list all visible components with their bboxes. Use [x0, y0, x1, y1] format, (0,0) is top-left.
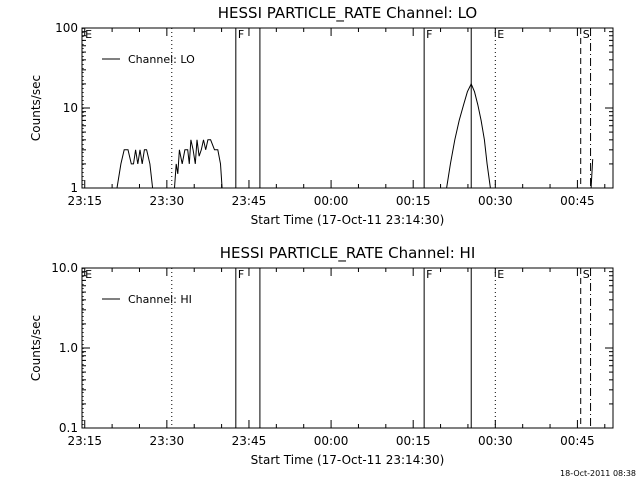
x-tick-label: 23:45	[232, 434, 267, 448]
x-axis-label: Start Time (17-Oct-11 23:14:30)	[251, 453, 445, 467]
y-tick-label: 10	[63, 101, 78, 115]
lo-channel-panel: HESSI PARTICLE_RATE Channel: LO 23:15 23:3…	[29, 4, 614, 227]
event-marker-label: E	[85, 268, 92, 281]
y-tick-label: 1.0	[59, 341, 78, 355]
x-tick-label: 23:15	[67, 194, 102, 208]
event-marker-label: F	[238, 268, 244, 281]
x-tick-label: 23:30	[150, 434, 185, 448]
event-marker-label: F	[426, 28, 432, 41]
x-tick-label: 23:15	[67, 434, 102, 448]
x-tick-label: 00:30	[478, 194, 513, 208]
hi-channel-panel: HESSI PARTICLE_RATE Channel: HI 23:15 23:3…	[29, 244, 614, 467]
y-axis-label: Counts/sec	[29, 315, 43, 381]
x-tick-label: 00:30	[478, 434, 513, 448]
chart-title: HESSI PARTICLE_RATE Channel: LO	[218, 4, 477, 23]
x-tick-label: 00:15	[396, 194, 431, 208]
footer-timestamp: 18-Oct-2011 08:38	[560, 469, 636, 478]
event-marker-label: E	[497, 268, 504, 281]
event-marker-label: F	[238, 28, 244, 41]
y-tick-label: 1	[70, 181, 78, 195]
x-tick-label: 23:45	[232, 194, 267, 208]
y-tick-label: 10.0	[51, 261, 78, 275]
x-tick-label: 23:30	[150, 194, 185, 208]
x-tick-label: 00:45	[560, 434, 595, 448]
series-line	[174, 139, 223, 189]
event-marker-label: S	[583, 28, 590, 41]
event-marker-label: S	[583, 268, 590, 281]
x-axis-label: Start Time (17-Oct-11 23:14:30)	[251, 213, 445, 227]
y-tick-label: 100	[55, 21, 78, 35]
plot-frame	[81, 267, 614, 429]
x-tick-label: 00:15	[396, 434, 431, 448]
y-axis-label: Counts/sec	[29, 75, 43, 141]
x-tick-label: 00:00	[314, 194, 349, 208]
x-tick-label: 00:45	[560, 194, 595, 208]
series-line	[116, 149, 154, 189]
y-tick-label: 0.1	[59, 421, 78, 435]
event-marker-label: F	[426, 268, 432, 281]
event-marker-label: E	[497, 28, 504, 41]
x-tick-label: 00:00	[314, 434, 349, 448]
series-line	[590, 159, 594, 189]
chart-title: HESSI PARTICLE_RATE Channel: HI	[220, 244, 476, 263]
legend-label: Channel: LO	[128, 53, 195, 66]
series-line	[446, 82, 491, 189]
plot-frame	[81, 27, 614, 189]
event-marker-label: E	[85, 28, 92, 41]
legend-label: Channel: HI	[128, 293, 192, 306]
